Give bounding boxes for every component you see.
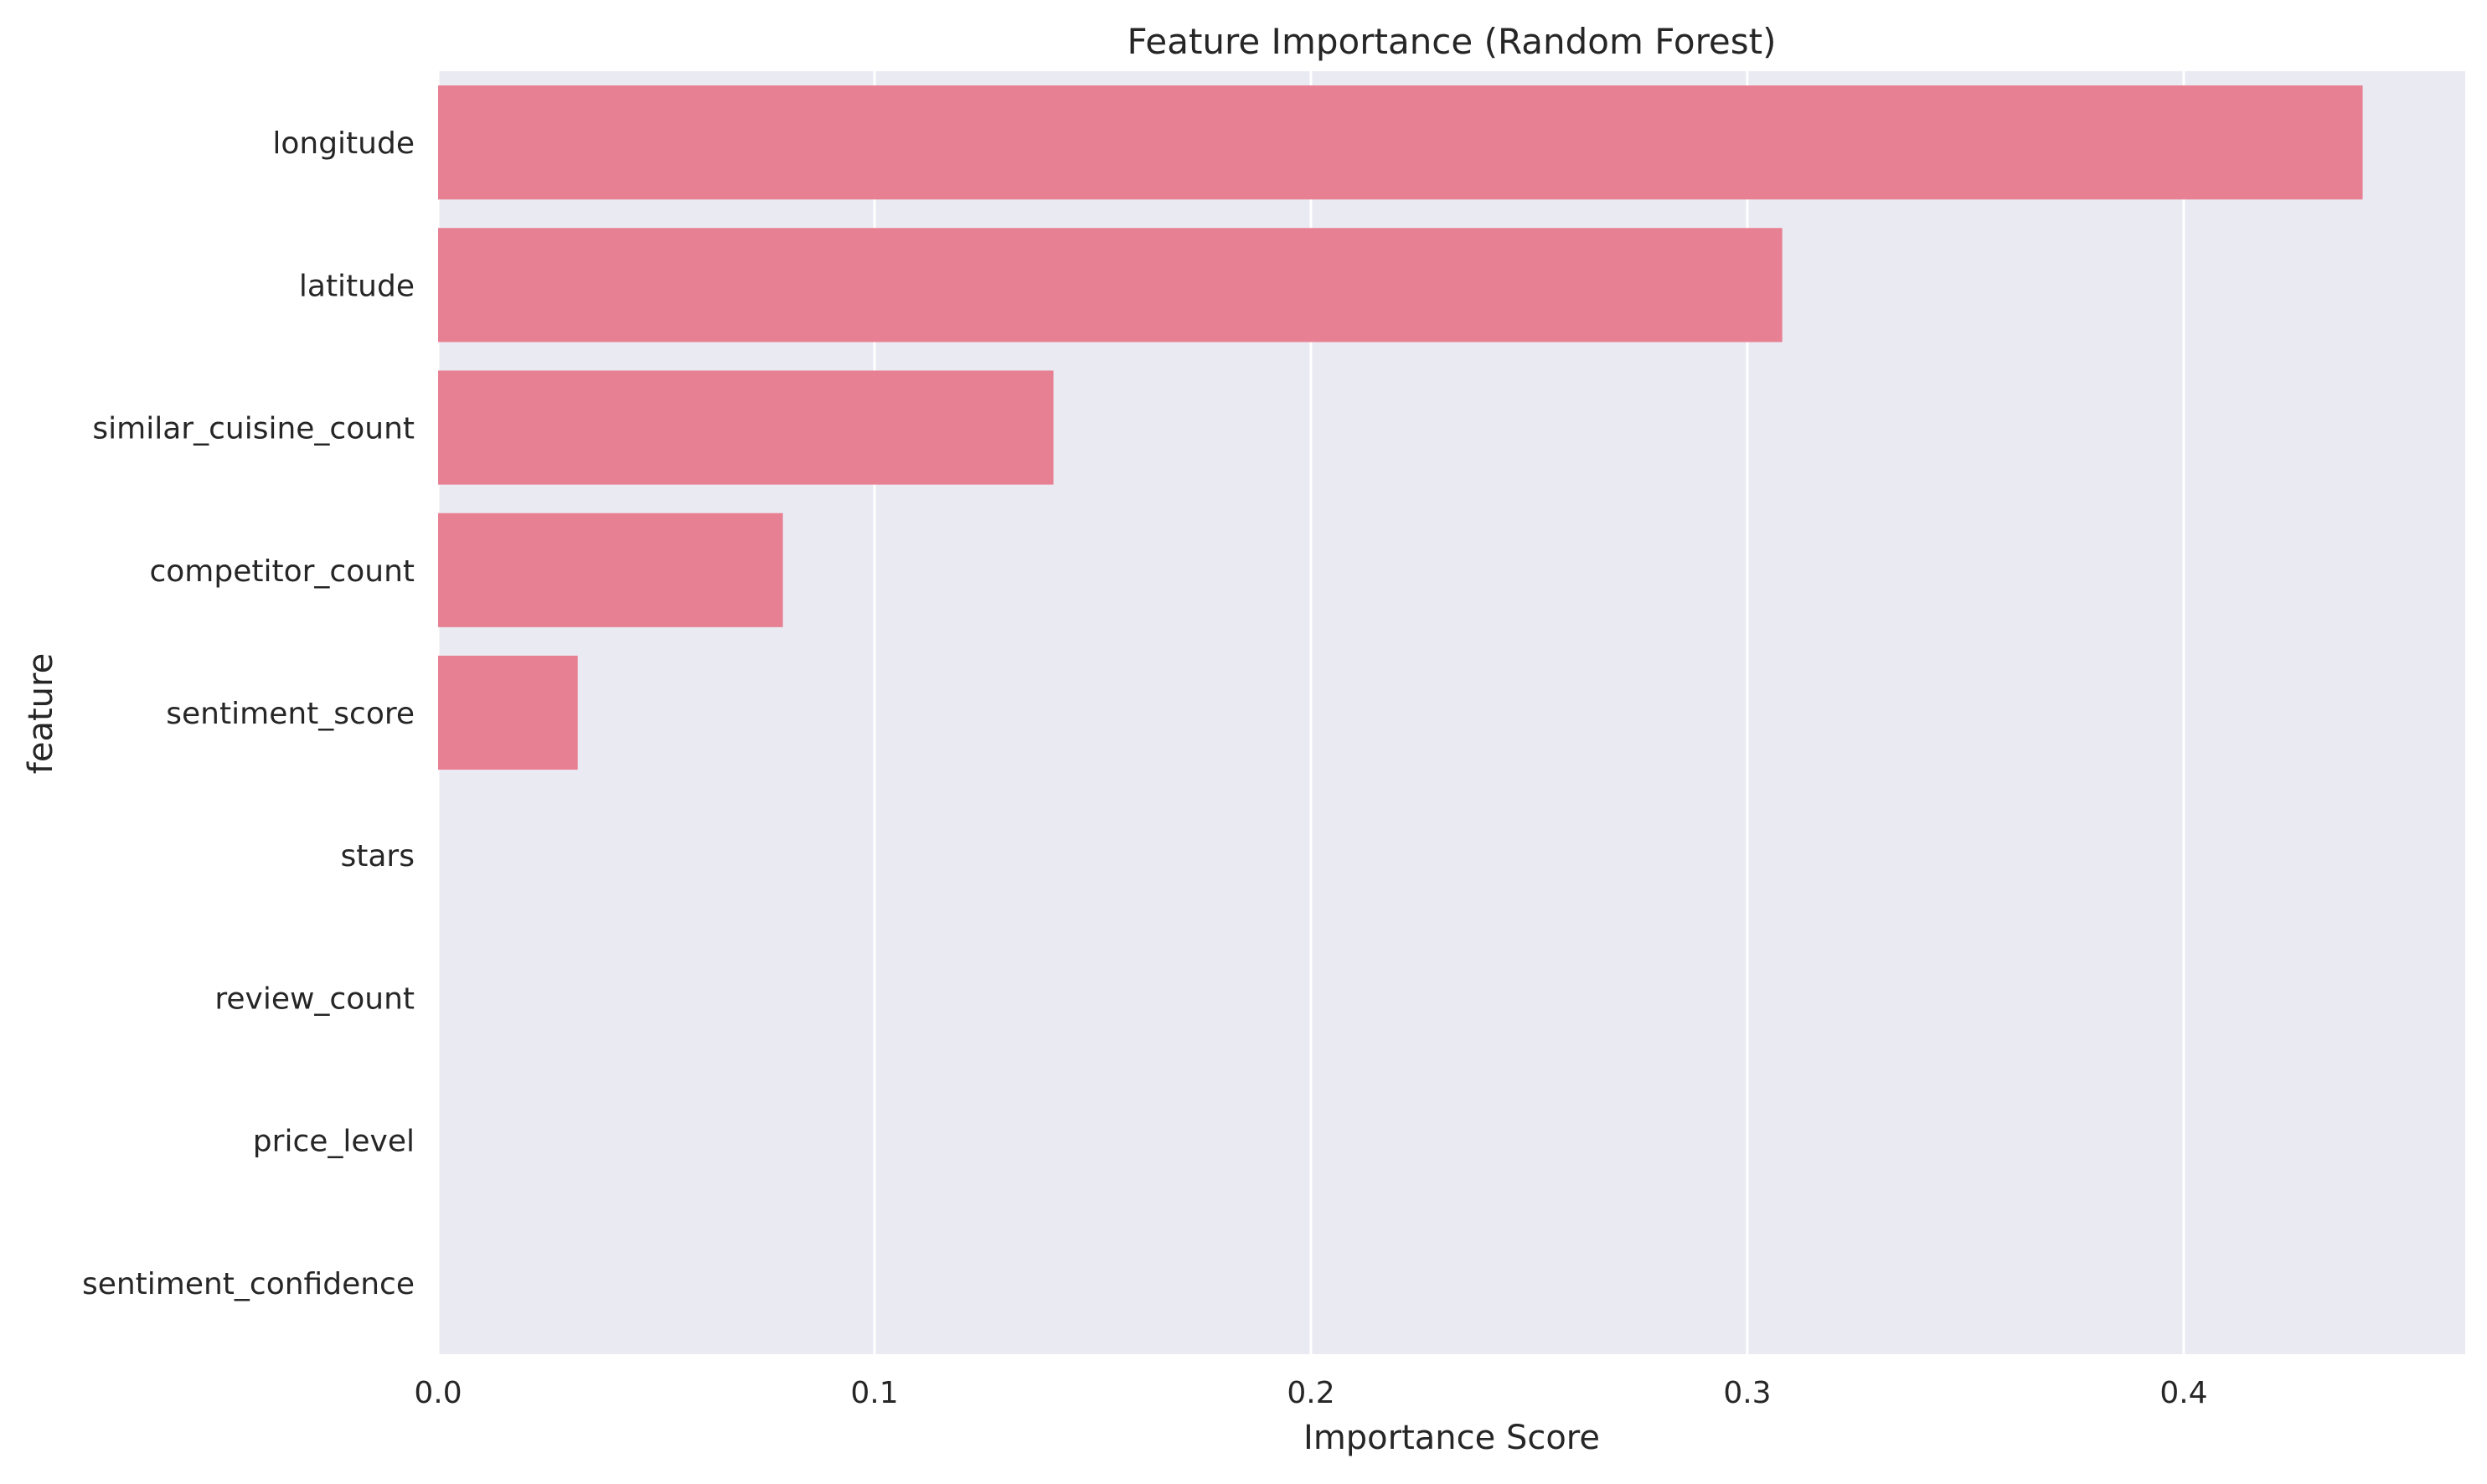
y-tick-label: price_level	[253, 1125, 415, 1159]
y-tick-label: stars	[341, 839, 415, 873]
bar-longitude	[438, 85, 2363, 200]
y-tick-labels: longitude latitude similar_cuisine_countco…	[82, 126, 415, 1301]
y-axis-label: feature	[22, 653, 60, 774]
y-tick-label: similar_cuisine_count	[92, 412, 415, 446]
bar-latitude	[438, 228, 1783, 343]
bar-competitor-count	[438, 513, 783, 627]
x-tick-label: 0.1	[850, 1376, 898, 1410]
bars	[438, 85, 2363, 770]
y-tick-label: sentiment_confidence	[82, 1267, 415, 1301]
y-tick-label: sentiment_score	[166, 697, 415, 731]
x-tick-label: 0.2	[1287, 1376, 1334, 1410]
y-tick-label: longitude	[272, 126, 415, 161]
y-tick-label: review_count	[214, 982, 415, 1016]
x-axis-label: Importance Score	[1303, 1419, 1600, 1457]
x-tick-label: 0.4	[2159, 1376, 2207, 1410]
y-tick-label: competitor_count	[149, 554, 415, 589]
x-tick-labels: 0.0 0.1 0.2 0.3 0.4	[414, 1376, 2207, 1410]
y-tick-label: latitude	[299, 269, 415, 303]
x-tick-label: 0.0	[414, 1376, 462, 1410]
x-tick-label: 0.3	[1723, 1376, 1771, 1410]
bar-sentiment-score	[438, 655, 578, 770]
chart-title: Feature Importance (Random Forest)	[1127, 21, 1777, 62]
bar-similar-cuisine-count	[438, 370, 1054, 485]
